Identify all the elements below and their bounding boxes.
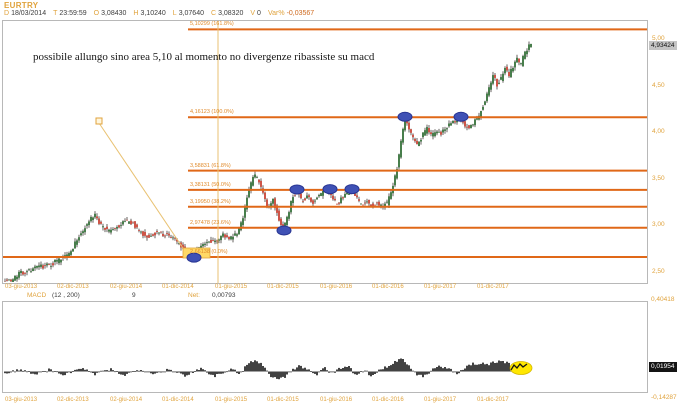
fib-level-label: 3,58831 (61.8%) [190,162,231,169]
fib-level-label: 3,38131 (50.0%) [190,181,231,188]
current-price-badge: 4,93424 [649,41,677,50]
annotation-note: possibile allungo sino area 5,10 al mome… [33,51,375,63]
price-tick-label: 4,00 [652,128,665,136]
date-tick-label: 02-dic-2013 [57,397,89,403]
ohlc-field-label: V [250,10,256,17]
ohlc-field-label: C [211,10,217,17]
date-tick-label: 01-giu-2016 [320,397,353,403]
macd-signal-period: 9 [132,292,136,299]
date-tick-label: 01-giu-2017 [424,397,457,403]
date-tick-label: 01-dic-2015 [267,397,299,403]
ohlc-field-label: O [93,10,100,17]
price-tick-label: 2,50 [652,268,665,275]
date-tick-label: 01-giu-2016 [320,284,353,290]
macd-axis-bottom-label: -0,14287 [651,394,677,401]
macd-current-badge: 0,01954 [649,362,677,372]
date-tick-label: 02-giu-2014 [110,397,143,403]
macd-title: MACD [27,292,47,299]
date-tick-label: 02-giu-2014 [110,284,143,290]
ohlc-field-label: T [53,10,58,17]
ohlc-field-value: 3,07640 [178,10,204,17]
ohlc-field-value: 0 [257,10,261,17]
ohlc-field-label: Var% [267,10,285,17]
fib-level-label: 5,10299 (161.8%) [190,21,234,28]
date-tick-label: 01-giu-2015 [215,284,248,290]
price-tick-label: 3,50 [652,174,665,182]
ohlc-field-value: 3,10240 [140,10,166,17]
fib-level-label: 2,97478 (23.6%) [190,219,231,226]
macd-axis-top-label: 0,40418 [651,296,675,303]
price-tick-label: 5,00 [652,35,665,42]
ohlc-field-value: 3,08320 [218,10,244,17]
macd-params: (12 , 200) [52,292,80,299]
ohlc-field-label: H [133,10,139,17]
macd-indicator-pane[interactable] [2,301,648,393]
ohlc-info-bar: D 18/03/2014 T 23:59:59 O 3,08430 H 3,10240 L 3,0… [4,10,321,17]
fib-level-label: 4,16123 (100.0%) [190,109,234,116]
date-tick-label: 01-dic-2017 [477,284,509,290]
macd-header: MACD (12 , 200) 9 Net: 0,00793 [0,292,646,300]
date-tick-label: 01-dic-2017 [477,397,509,403]
macd-net-label: Net: [188,292,200,299]
date-tick-label: 01-dic-2016 [372,284,404,290]
ohlc-field-value: 18/03/2014 [11,10,47,17]
price-tick-label: 4,50 [652,81,665,89]
fib-level-label: 3,19950 (38.2%) [190,198,231,205]
date-tick-label: 01-giu-2017 [424,284,457,290]
date-tick-label: 01-dic-2015 [267,284,299,290]
date-tick-label: 01-dic-2016 [372,397,404,403]
symbol-label: EURTRY [4,1,39,10]
fib-level-label: 2,66138 (0.0%) [190,248,228,255]
macd-net-value: 0,00793 [212,292,236,299]
date-tick-label: 01-dic-2014 [162,397,194,403]
date-tick-label: 02-dic-2013 [57,284,89,290]
ohlc-field-value: 23:59:59 [59,10,87,17]
price-tick-label: 3,00 [652,221,665,229]
date-tick-label: 01-dic-2014 [162,284,194,290]
date-tick-label: 03-giu-2013 [5,284,38,290]
date-tick-label: 03-giu-2013 [5,397,38,403]
ohlc-field-value: 3,08430 [101,10,127,17]
date-tick-label: 01-giu-2015 [215,397,248,403]
ohlc-field-value: -0,03567 [286,10,315,17]
ohlc-field-label: D [4,10,10,17]
ohlc-field-label: L [172,10,177,17]
